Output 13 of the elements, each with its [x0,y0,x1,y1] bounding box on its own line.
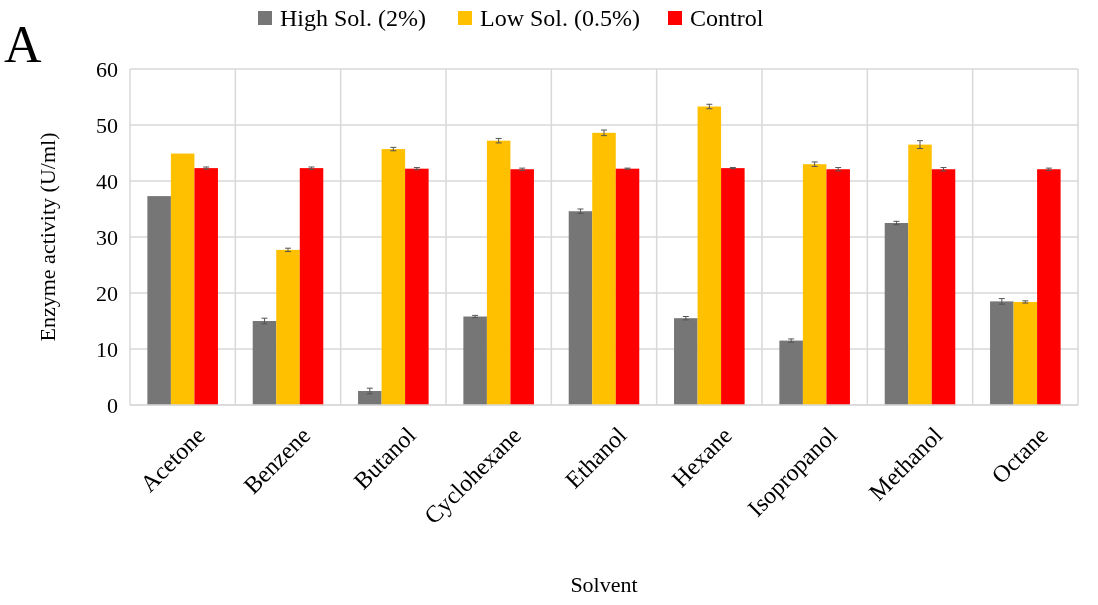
y-tick-label: 60 [96,56,118,82]
y-tick-label: 10 [96,336,118,362]
y-tick-label: 0 [107,392,118,418]
y-tick-label: 50 [96,112,118,138]
y-tick-label: 20 [96,280,118,306]
y-tick-label: 40 [96,168,118,194]
y-axis-title: Enzyme activity (U/ml) [35,132,60,342]
text: A [4,16,42,73]
legend-label: High Sol. (2%) [280,5,426,32]
legend-label: Low Sol. (0.5%) [480,5,640,32]
x-axis-title: Solvent [570,572,638,597]
legend-label: Control [690,5,764,32]
y-tick-label: 30 [96,224,118,250]
